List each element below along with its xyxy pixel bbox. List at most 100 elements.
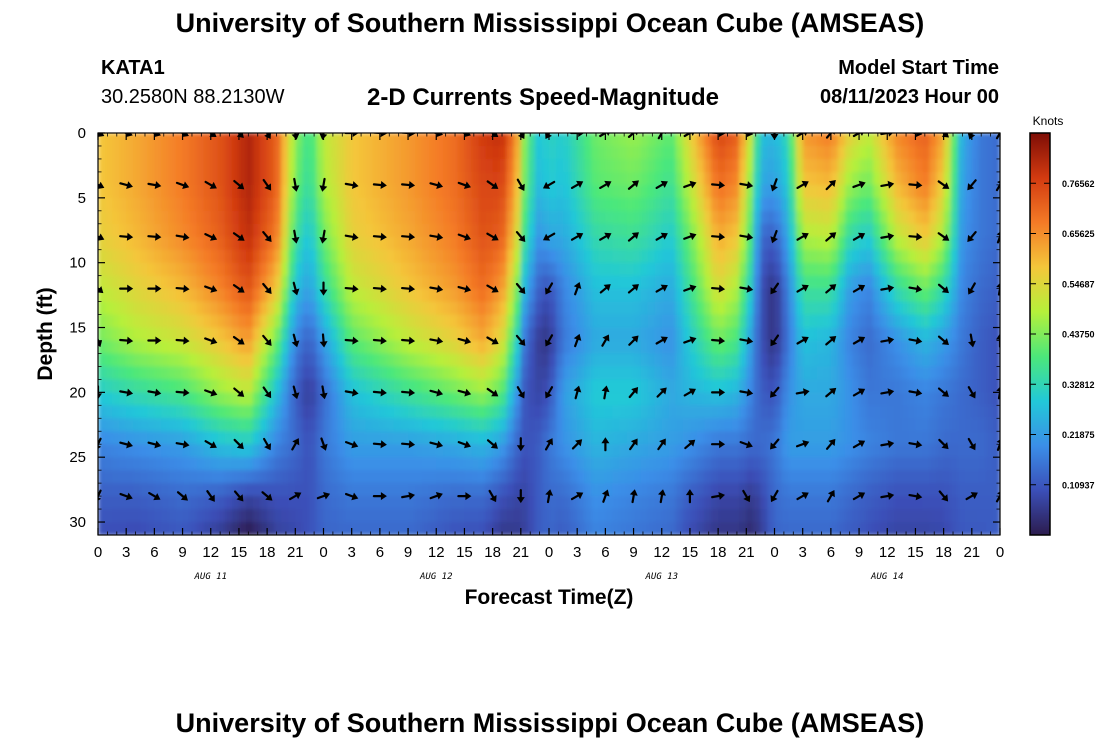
heatmap-cell (217, 379, 226, 393)
heatmap-cell (401, 418, 409, 432)
heatmap-cell (245, 353, 254, 368)
heatmap-cell (217, 275, 226, 290)
current-vector-arrow (852, 336, 866, 345)
heatmap-cell (781, 288, 790, 303)
heatmap-cell (866, 353, 874, 368)
heatmap-cell (471, 197, 480, 212)
heatmap-cell (809, 197, 818, 212)
heatmap-cell (654, 470, 663, 484)
current-vector-arrow (601, 489, 610, 503)
heatmap-cell (647, 444, 656, 458)
heatmap-cell (570, 171, 578, 186)
heatmap-cell (513, 262, 522, 277)
current-vector-arrow (880, 491, 895, 500)
heatmap-cell (506, 366, 515, 380)
heatmap-cell (520, 379, 529, 393)
heatmap-cell (499, 314, 508, 329)
heatmap-cell (795, 366, 804, 380)
heatmap-cell (386, 418, 395, 432)
current-vector-arrow (908, 336, 923, 345)
heatmap-cell (506, 133, 515, 147)
heatmap-cell (485, 171, 494, 186)
heatmap-cell (675, 301, 684, 316)
heatmap-cell (992, 379, 1000, 393)
heatmap-cell (429, 366, 437, 380)
heatmap-cell (689, 327, 698, 342)
heatmap-cell (379, 210, 388, 225)
heatmap-cell (372, 470, 381, 484)
heatmap-cell (837, 158, 846, 173)
heatmap-cell (992, 431, 1000, 445)
heatmap-cell (457, 210, 466, 225)
heatmap-cell (647, 197, 656, 212)
heatmap-cell (274, 457, 282, 471)
heatmap-cell (689, 366, 698, 380)
heatmap-cell (133, 509, 141, 523)
heatmap-cell (591, 158, 599, 173)
heatmap-cell (739, 288, 747, 303)
heatmap-cell (175, 301, 184, 316)
heatmap-cell (957, 236, 966, 251)
heatmap-cell (161, 431, 170, 445)
heatmap-cell (217, 444, 226, 458)
heatmap-cell (661, 509, 670, 523)
heatmap-cell (915, 197, 924, 212)
heatmap-cell (98, 133, 106, 147)
heatmap-cell (774, 197, 783, 212)
heatmap-cell (316, 314, 325, 329)
heatmap-cell (372, 366, 381, 380)
heatmap-cell (330, 171, 339, 186)
heatmap-cell (133, 288, 141, 303)
heatmap-cell (224, 314, 233, 329)
heatmap-cell (725, 379, 733, 393)
heatmap-cell (429, 262, 437, 277)
heatmap-cell (936, 236, 945, 251)
heatmap-cell (288, 483, 296, 497)
heatmap-cell (147, 171, 155, 186)
heatmap-cell (675, 133, 684, 147)
heatmap-cell (816, 444, 825, 458)
heatmap-cell (591, 509, 599, 523)
heatmap-cell (591, 496, 599, 510)
heatmap-cell (718, 496, 726, 510)
heatmap-cell (612, 145, 621, 160)
heatmap-cell (253, 314, 261, 329)
heatmap-cell (633, 522, 642, 535)
heatmap-cell (985, 210, 994, 225)
heatmap-cell (696, 340, 705, 355)
heatmap-cell (753, 340, 762, 355)
heatmap-cell (563, 431, 571, 445)
heatmap-cell (210, 457, 219, 471)
heatmap-cell (126, 262, 134, 277)
heatmap-cell (781, 184, 790, 199)
heatmap-cell (210, 483, 219, 497)
heatmap-cell (344, 197, 353, 212)
heatmap-cell (746, 392, 754, 406)
current-vector-arrow (938, 490, 949, 502)
heatmap-cell (415, 522, 423, 535)
heatmap-cell (887, 431, 895, 445)
heatmap-cell (126, 327, 134, 342)
heatmap-cell (626, 340, 635, 355)
heatmap-cell (760, 171, 769, 186)
heatmap-cell (795, 340, 804, 355)
heatmap-cell (704, 158, 712, 173)
heatmap-cell (429, 171, 437, 186)
heatmap-cell (126, 197, 134, 212)
heatmap-cell (534, 444, 543, 458)
heatmap-cell (549, 483, 557, 497)
heatmap-cell (704, 444, 712, 458)
heatmap-cell (873, 249, 881, 264)
heatmap-cell (964, 366, 973, 380)
heatmap-cell (379, 158, 388, 173)
heatmap-cell (513, 184, 522, 199)
heatmap-cell (901, 353, 909, 368)
heatmap-cell (534, 418, 543, 432)
current-vector-arrow (657, 438, 666, 451)
heatmap-cell (668, 457, 677, 471)
heatmap-cell (499, 418, 508, 432)
heatmap-cell (570, 405, 578, 419)
heatmap-cell (816, 158, 825, 173)
heatmap-cell (584, 288, 592, 303)
heatmap-cell (126, 353, 134, 368)
